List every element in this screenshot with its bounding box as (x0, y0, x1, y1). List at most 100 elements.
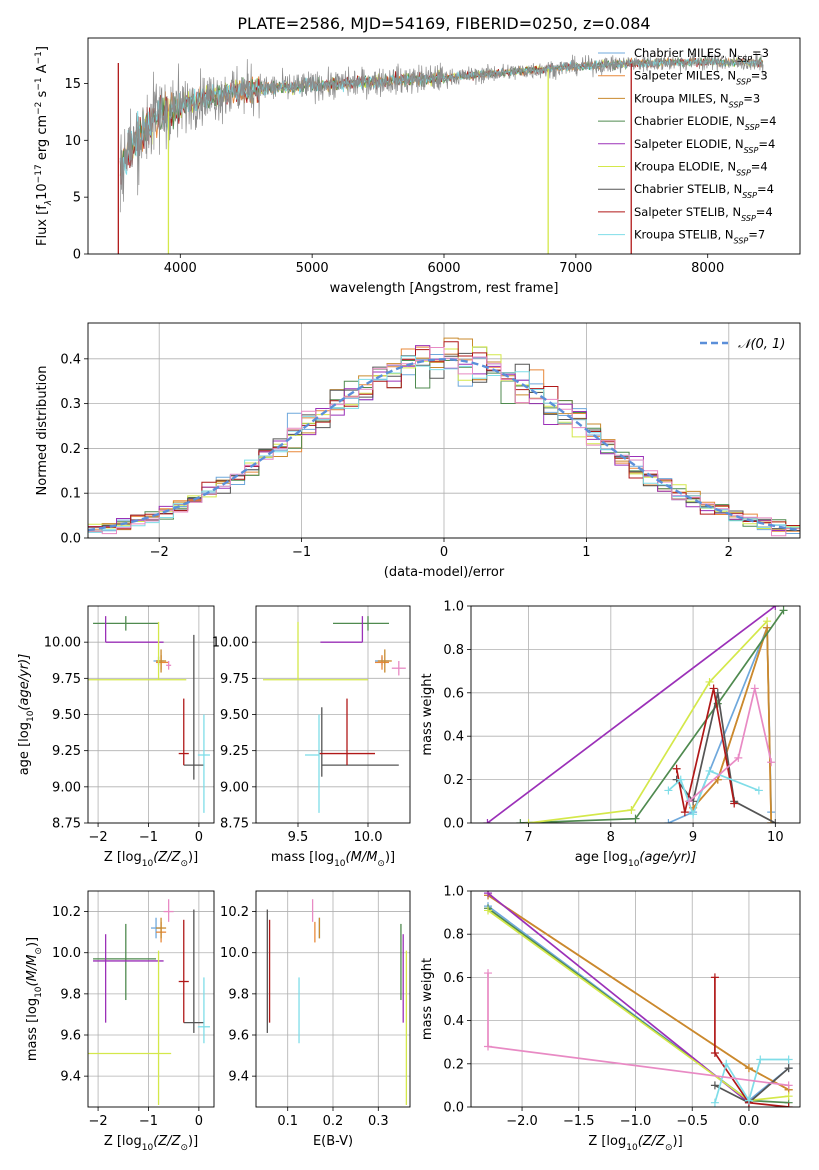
errorbar-group (88, 899, 210, 1105)
legend-series-name: Salpeter MILES, N (634, 69, 736, 83)
legend-series-name: Chabrier ELODIE, N (634, 114, 745, 128)
legend-nssp: =3 (752, 46, 769, 60)
series-marker (516, 819, 525, 823)
series-marker (672, 764, 681, 773)
y-axis-label-sup: −2 (34, 102, 44, 115)
series-line (487, 907, 789, 1104)
y-axis-label-rest: (age/yr)] (17, 654, 32, 711)
series-marker (756, 1055, 765, 1064)
y-tick-label: 0.6 (443, 971, 464, 986)
legend-label: Chabrier MILES, NSSP=3 (634, 46, 769, 64)
legend-sub: SSP (745, 123, 760, 132)
panel-1: −2 −1 0 1 2 0.0 0.1 0.2 0.3 0.4 (data-model)/error… (35, 323, 800, 580)
x-axis-label-sub: 10 (142, 859, 154, 869)
legend-sub: SSP (742, 191, 757, 200)
y-axis-label-part: mass [log (25, 998, 40, 1061)
x-tick-label: 6000 (427, 261, 460, 276)
legend-sub: SSP (744, 145, 759, 154)
y-tick-label: 10 (64, 134, 81, 149)
x-tick-label: 7000 (559, 261, 592, 276)
series-marker (484, 891, 493, 898)
x-axis-label-rest: (Z/Z (638, 1134, 666, 1149)
errorbar-point (377, 649, 392, 673)
series-line (692, 627, 773, 823)
errorbar-point (93, 934, 164, 1023)
x-tick-label: 5000 (296, 261, 329, 276)
y-tick-label: 10.2 (220, 905, 249, 920)
x-axis-label-sub: 10 (626, 1143, 638, 1153)
legend-sub: SSP (734, 236, 749, 245)
x-axis-label: Z [log10(Z/Z⊙)] (104, 1134, 198, 1153)
x-tick-label: 0.2 (323, 1114, 344, 1129)
errorbar-group (266, 899, 408, 1105)
axes-frame-0 (87, 37, 801, 255)
x-axis-label: Z [log10(Z/Z⊙)] (588, 1134, 682, 1153)
legend-series-name: Chabrier MILES, N (634, 46, 737, 60)
x-axis-label-sub: ⊙ (180, 859, 188, 869)
legend-nssp: =3 (751, 69, 768, 83)
x-tick-label: −2 (88, 1114, 107, 1129)
series-marker (784, 1064, 793, 1073)
series-marker (631, 814, 640, 823)
x-tick-label: 0 (195, 830, 203, 845)
y-tick-label: 9.00 (52, 780, 81, 795)
series-marker (784, 1081, 793, 1090)
series-marker (744, 1064, 753, 1073)
series-marker (710, 1081, 719, 1090)
x-tick-label: 0 (195, 1114, 203, 1129)
y-tick-label: 9.6 (228, 1029, 249, 1044)
y-axis-label-sup: −1 (34, 51, 44, 64)
series-line (487, 894, 790, 1091)
errorbar-point (183, 909, 204, 1033)
x-axis-label-rest: (Z/Z (153, 850, 181, 865)
errorbar-point (197, 714, 210, 813)
y-tick-label: 5 (73, 191, 81, 206)
x-axis-label: wavelength [Angstrom, rest frame] (330, 281, 559, 296)
legend-label: Chabrier STELIB, NSSP=4 (634, 182, 774, 200)
y-tick-label: 0.0 (60, 532, 81, 547)
series-marker (483, 819, 492, 823)
legend-series-name: Chabrier STELIB, N (634, 182, 742, 196)
x-tick-label: −0.5 (676, 1114, 708, 1129)
x-tick-label: 8 (607, 830, 615, 845)
y-tick-label: 0.3 (60, 397, 81, 412)
series-marker (484, 906, 493, 915)
y-axis-label-part: age [log (17, 722, 32, 775)
y-tick-label: 0.4 (443, 730, 464, 745)
panel-7: −2.0 −1.5 −1.0 −0.5 0.0 0.0 0.2 0.4 0.6 0.8 1.0 Z [… (420, 885, 800, 1153)
series-group (483, 606, 788, 823)
legend-series-name: Kroupa ELODIE, N (634, 160, 736, 174)
x-axis-label-tail: )] (385, 850, 395, 865)
hist-group (88, 337, 800, 537)
errorbar-point (93, 616, 159, 631)
legend-series-name: Salpeter STELIB, N (634, 205, 741, 219)
panel-5: −2 −1 09.49.69.810.010.2Z [log10(Z/Z⊙)]mas… (25, 891, 214, 1153)
y-tick-label: 10.0 (52, 946, 81, 961)
x-axis-label-tail: )] (188, 850, 198, 865)
series-marker (771, 819, 780, 823)
errorbar-point (93, 923, 157, 1001)
series-marker (744, 1096, 753, 1105)
series-marker (779, 606, 788, 615)
errorbar-point (88, 621, 187, 681)
legend-series-name: Salpeter ELODIE, N (634, 137, 744, 151)
series-marker (763, 617, 772, 626)
panel-3: 9.5 10.0 8.75 9.00 9.25 9.50 9.75 10.00 mass [lo… (212, 606, 410, 869)
y-axis-label-tail: )] (25, 937, 40, 947)
y-tick-label: 9.00 (220, 780, 249, 795)
x-tick-label: 9.5 (288, 830, 309, 845)
x-tick-label: 0.1 (277, 1114, 298, 1129)
legend-nssp: =4 (758, 137, 775, 151)
y-tick-label: 10.00 (44, 636, 81, 651)
y-tick-label: 0.4 (443, 1014, 464, 1029)
legend-series-name: Kroupa MILES, N (634, 91, 729, 105)
errorbar-point (375, 655, 389, 670)
y-tick-label: 10.00 (212, 636, 249, 651)
axes-frame-7 (470, 890, 801, 1108)
series-marker (709, 684, 718, 693)
x-tick-label: −1.5 (563, 1114, 595, 1129)
series-line (520, 609, 785, 823)
spectrum-group (117, 51, 764, 254)
